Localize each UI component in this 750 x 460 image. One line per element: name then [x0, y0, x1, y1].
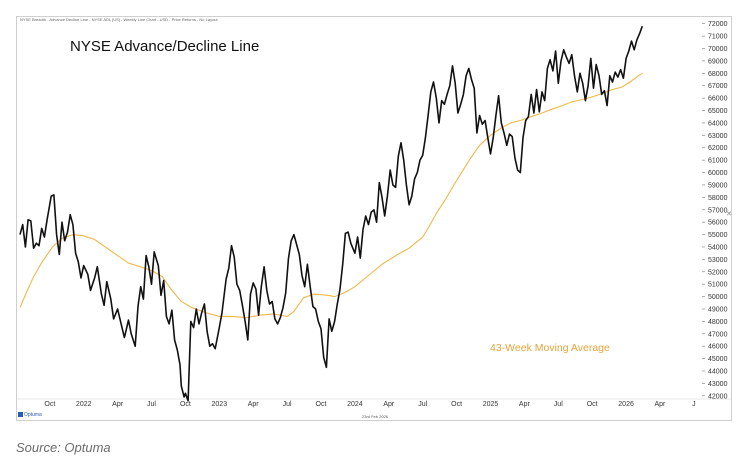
y-tick-label: 71000: [708, 34, 728, 41]
x-tick-label: 2024: [347, 401, 363, 408]
x-tick-label: Jul: [147, 401, 156, 408]
moving-average-line: [19, 72, 643, 319]
y-tick-label: 60000: [708, 170, 728, 177]
y-tick-label: 59000: [708, 182, 728, 189]
x-tick-label: 2023: [212, 401, 228, 408]
y-tick-label: 43000: [708, 381, 728, 388]
y-tick-label: 65000: [708, 108, 728, 115]
y-tick-label: 55000: [708, 232, 728, 239]
y-tick-label: 67000: [708, 83, 728, 90]
y-tick-label: 53000: [708, 257, 728, 264]
y-tick-label: 62000: [708, 145, 728, 152]
moving-average-label: 43-Week Moving Average: [490, 342, 610, 354]
x-tick-label: Oct: [316, 401, 327, 408]
x-tick-label: Jul: [554, 401, 563, 408]
x-tick-label: 2026: [618, 401, 634, 408]
y-tick-label: 47000: [708, 331, 728, 338]
y-tick-label: 68000: [708, 71, 728, 78]
y-tick-label: 52000: [708, 269, 728, 276]
y-tick-label: 45000: [708, 356, 728, 363]
x-tick-label: Jul: [418, 401, 427, 408]
chart-frame: [16, 16, 732, 421]
advance-decline-line: [19, 25, 644, 402]
source-caption: Source: Optuma: [16, 440, 111, 455]
y-tick-label: 42000: [708, 393, 728, 400]
x-tick-label: Apr: [112, 401, 124, 408]
x-tick-label: 2025: [483, 401, 499, 408]
x-tick-label: Apr: [519, 401, 531, 408]
y-tick-label: 46000: [708, 344, 728, 351]
x-tick-label: Apr: [248, 401, 260, 408]
y-axis: 42000 43000 44000 45000 46000 47000 48000 49000…: [702, 21, 728, 400]
y-tick-label: 56000: [708, 220, 728, 227]
x-tick-label: Apr: [655, 401, 667, 408]
y-tick-label: 51000: [708, 282, 728, 289]
y-tick-label: 57000: [708, 207, 728, 214]
x-axis: Oct 2022 Apr Jul Oct 2023 Apr Jul Oct 2024 Apr Jul O…: [17, 398, 731, 408]
chart-header-text: NYSE Breadth - Advance Decline Line - NY…: [20, 17, 218, 22]
y-tick-label: 69000: [708, 58, 728, 65]
x-tick-label: J: [692, 401, 696, 408]
y-tick-label: 63000: [708, 133, 728, 140]
expand-handle-icon[interactable]: ✕: [726, 211, 732, 218]
y-tick-label: 61000: [708, 158, 728, 165]
y-tick-label: 66000: [708, 96, 728, 103]
y-tick-label: 70000: [708, 46, 728, 53]
y-tick-label: 49000: [708, 306, 728, 313]
optuma-logo: Optuma: [18, 412, 42, 418]
x-tick-label: Apr: [383, 401, 395, 408]
x-tick-label: Oct: [451, 401, 462, 408]
chart-date-label: 23rd Feb 2026: [362, 414, 389, 419]
y-tick-label: 48000: [708, 319, 728, 326]
y-tick-label: 58000: [708, 195, 728, 202]
y-tick-label: 44000: [708, 368, 728, 375]
y-tick-label: 72000: [708, 21, 728, 28]
x-tick-label: Oct: [180, 401, 191, 408]
y-tick-label: 54000: [708, 244, 728, 251]
x-tick-label: 2022: [76, 401, 92, 408]
y-tick-label: 50000: [708, 294, 728, 301]
logo-text: Optuma: [24, 412, 42, 418]
x-tick-label: Jul: [283, 401, 292, 408]
x-tick-label: Oct: [44, 401, 55, 408]
y-tick-label: 64000: [708, 120, 728, 127]
chart-title: NYSE Advance/Decline Line: [70, 38, 260, 55]
x-tick-label: Oct: [587, 401, 598, 408]
optuma-logo-icon: [18, 412, 23, 418]
